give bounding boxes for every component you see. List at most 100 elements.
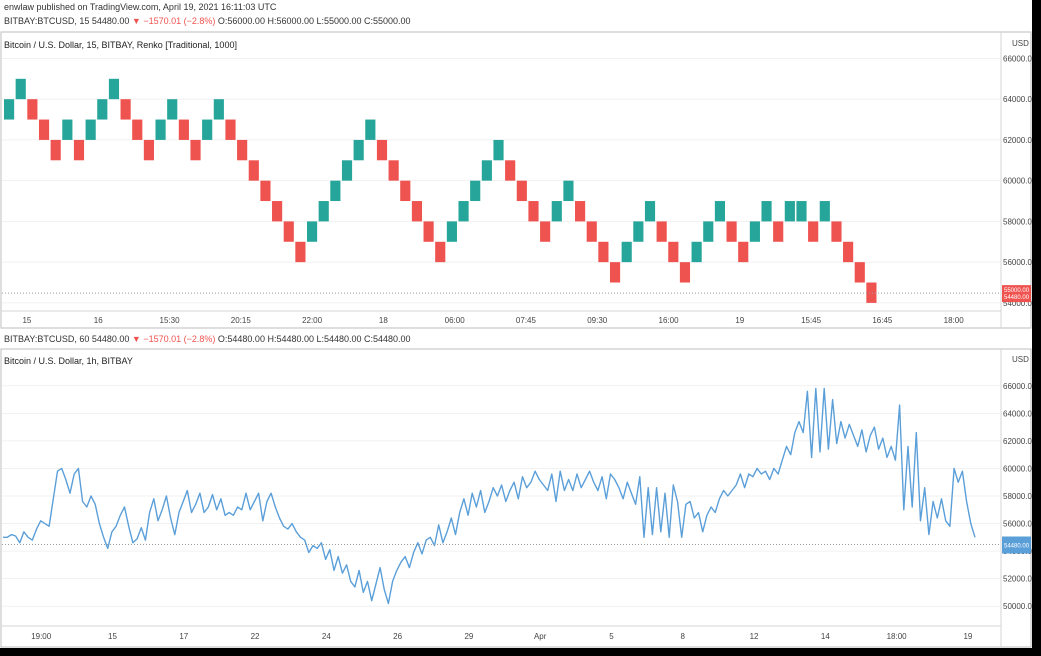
line-y-tick-label: 66000.00 (1003, 382, 1032, 391)
renko-brick-down (808, 221, 819, 242)
symbol-legend-bottom: BITBAY:BTCUSD, 60 54480.00 ▼ −1570.01 (−… (4, 334, 411, 344)
renko-brick-down (586, 221, 597, 242)
line-x-tick-label: 19 (963, 632, 972, 641)
renko-brick-up (306, 221, 318, 242)
line-x-tick-label: 24 (322, 632, 331, 641)
renko-x-tick-label: 16:45 (872, 316, 893, 325)
line-x-tick-label: 15 (108, 632, 117, 641)
renko-brick-down (388, 160, 399, 181)
renko-brick-down (272, 201, 283, 222)
renko-brick-down (435, 241, 446, 263)
renko-brick-up (551, 201, 562, 222)
renko-x-tick-label: 19 (735, 316, 744, 325)
line-x-tick-label: 18:00 (887, 632, 908, 641)
line-y-tick-label: 62000.00 (1003, 437, 1032, 446)
renko-brick-down (738, 241, 749, 263)
renko-brick-up (714, 201, 726, 222)
renko-x-tick-label: 22:00 (302, 316, 323, 325)
chart-frame: enwlaw published on TradingView.com, Apr… (0, 0, 1032, 648)
renko-brick-down (411, 201, 423, 222)
symbol-legend-top-prefix: BITBAY:BTCUSD, 15 54480.00 (4, 16, 130, 26)
renko-y-tick-label: 62000.00 (1003, 136, 1032, 145)
renko-brick-down (237, 139, 248, 161)
line-y-tick-label: 58000.00 (1003, 492, 1032, 501)
line-x-tick-label: 14 (821, 632, 830, 641)
renko-brick-up (15, 78, 26, 100)
renko-brick-up (330, 180, 341, 202)
renko-brick-up (202, 119, 213, 140)
line-x-tick-label: 22 (251, 632, 260, 641)
renko-brick-up (481, 160, 492, 181)
renko-brick-up (621, 241, 632, 263)
renko-brick-up (4, 99, 15, 120)
renko-brick-down (27, 99, 38, 120)
renko-brick-up (644, 201, 656, 222)
symbol-legend-bottom-prefix: BITBAY:BTCUSD, 60 54480.00 (4, 334, 130, 344)
line-chart-title: Bitcoin / U.S. Dollar, 1h, BITBAY (4, 356, 133, 366)
renko-brick-down (376, 139, 388, 161)
btc-price-line (3, 387, 976, 605)
renko-brick-up (341, 160, 353, 181)
renko-x-tick-label: 18:00 (944, 316, 965, 325)
symbol-legend-top-ohlc: O:56000.00 H:56000.00 L:55000.00 C:55000… (217, 16, 411, 26)
renko-x-tick-label: 20:15 (231, 316, 252, 325)
line-last-price-label: 54480.00 (1004, 543, 1030, 549)
renko-brick-down (679, 262, 691, 283)
renko-brick-down (726, 221, 737, 242)
renko-last-price-box (1002, 285, 1031, 303)
renko-brick-up (703, 221, 714, 242)
renko-brick-up (691, 241, 702, 263)
renko-x-tick-label: 16:00 (659, 316, 680, 325)
renko-x-tick-label: 07:45 (516, 316, 537, 325)
line-x-tick-label: 8 (681, 632, 686, 641)
renko-brick-up (470, 180, 481, 202)
renko-x-tick-label: 09:30 (587, 316, 608, 325)
renko-brick-up (97, 99, 108, 120)
line-x-tick-label: Apr (534, 632, 547, 641)
renko-brick-up (761, 201, 772, 222)
line-y-tick-label: 64000.00 (1003, 409, 1032, 418)
renko-brick-up (213, 99, 224, 120)
renko-currency-label: USD (1012, 39, 1029, 48)
renko-brick-down (283, 221, 294, 242)
renko-brick-down (38, 119, 50, 140)
renko-y-axis: 66000.00 64000.00 62000.00 60000.00 58000.00… (2, 54, 1032, 308)
renko-last-price-label: 54480.00 (1004, 295, 1030, 301)
renko-y-tick-label: 54000.00 (1003, 299, 1032, 308)
renko-brick-up (784, 201, 795, 222)
line-x-tick-label: 17 (179, 632, 188, 641)
renko-y-tick-label: 66000.00 (1003, 54, 1032, 63)
renko-y-tick-label: 56000.00 (1003, 258, 1032, 267)
renko-x-tick-label: 16 (94, 316, 103, 325)
renko-brick-up (85, 119, 96, 140)
line-x-tick-label: 12 (750, 632, 759, 641)
renko-brick-down (528, 201, 539, 222)
renko-brick-down (423, 221, 434, 242)
renko-brick-down (866, 282, 877, 303)
renko-y-tick-label: 58000.00 (1003, 217, 1032, 226)
renko-pane-border (0, 31, 1032, 329)
renko-brick-down (668, 241, 679, 263)
renko-y-tick-label: 64000.00 (1003, 95, 1032, 104)
renko-last-price-label: 55000.00 (1004, 288, 1030, 294)
renko-brick-down (516, 180, 527, 202)
renko-brick-up (633, 221, 644, 242)
renko-brick-down (400, 180, 411, 202)
renko-brick-up (458, 201, 469, 222)
renko-chart-title: Bitcoin / U.S. Dollar, 15, BITBAY, Renko… (4, 40, 237, 50)
renko-brick-up (749, 221, 760, 242)
renko-brick-up (365, 119, 376, 140)
renko-brick-down (260, 180, 271, 202)
renko-brick-down (143, 139, 154, 161)
line-y-tick-label: 52000.00 (1003, 575, 1032, 584)
renko-x-tick-label: 15 (22, 316, 31, 325)
renko-brick-up (62, 119, 73, 140)
symbol-legend-top: BITBAY:BTCUSD, 15 54480.00 ▼ −1570.01 (−… (4, 16, 411, 26)
renko-brick-up (353, 139, 364, 161)
renko-brick-up (446, 221, 457, 242)
renko-brick-down (178, 119, 189, 140)
line-x-axis: 19:00 15 17 22 24 26 29 Apr 5 8 12 14 18:00 19 (31, 632, 973, 641)
renko-brick-up (819, 201, 830, 222)
renko-brick-down (540, 221, 551, 242)
